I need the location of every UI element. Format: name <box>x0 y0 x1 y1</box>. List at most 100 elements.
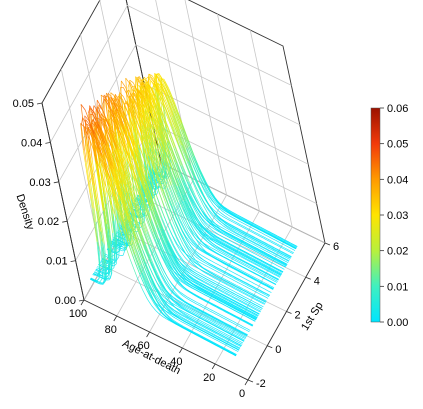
curve-segment <box>252 265 256 268</box>
curve-segment <box>246 313 251 316</box>
curve-segment <box>285 243 290 246</box>
curve-segment <box>228 223 232 226</box>
curve-segment <box>191 272 196 276</box>
curve-segment <box>143 172 153 201</box>
curve-segment <box>202 293 206 296</box>
curve-segment <box>206 293 210 296</box>
curve-segment <box>129 81 135 90</box>
curve-segment <box>245 315 249 319</box>
curve-segment <box>239 303 243 307</box>
curve-segment <box>277 265 282 268</box>
curve-segment <box>185 200 192 214</box>
curve-segment <box>160 254 168 267</box>
curve-segment <box>194 284 198 287</box>
curve-segment <box>231 293 236 297</box>
curve-segment <box>238 289 243 292</box>
curve-segment <box>240 308 245 311</box>
curve-segment <box>243 310 248 314</box>
curve-segment <box>189 282 194 286</box>
curve-segment <box>213 272 218 276</box>
curve-segment <box>165 95 174 117</box>
curve-segment <box>191 280 196 284</box>
curve-segment <box>289 251 294 255</box>
curve-segment <box>167 187 175 207</box>
curve-segment <box>212 204 218 210</box>
curve-segment <box>232 238 237 242</box>
curve-segment <box>254 253 259 256</box>
curve-segment <box>287 255 291 259</box>
curve-segment <box>196 303 200 306</box>
curve-segment <box>189 276 194 280</box>
curve-segment <box>186 192 193 206</box>
curve-segment <box>260 280 265 283</box>
curve-segment <box>139 114 148 136</box>
curve-segment <box>175 279 180 285</box>
curve-segment <box>193 236 199 244</box>
curve-segment <box>126 145 136 171</box>
curve-segment <box>214 256 218 259</box>
curve-segment <box>169 132 178 152</box>
curve-segment <box>271 238 276 241</box>
curve-segment <box>284 260 289 264</box>
curve-segment <box>196 280 200 284</box>
curve-segment <box>260 241 265 245</box>
curve-segment <box>282 265 286 268</box>
curve-segment <box>205 199 211 208</box>
curve-segment <box>129 83 137 98</box>
curve-segment <box>184 161 192 178</box>
curve-segment <box>229 304 234 308</box>
curve-segment <box>253 262 258 265</box>
curve-segment <box>274 263 278 267</box>
curve-segment <box>244 232 249 235</box>
curve-segment <box>285 258 290 262</box>
curve-segment <box>241 307 245 310</box>
curve-segment <box>276 244 281 248</box>
curve-segment <box>216 212 221 216</box>
curve-segment <box>224 267 229 271</box>
curve-segment <box>219 254 224 257</box>
curve-segment <box>271 268 276 271</box>
curve-segment <box>139 195 148 219</box>
curve-segment <box>203 275 208 278</box>
curve-segment <box>233 306 237 309</box>
curve-segment <box>210 293 215 296</box>
curve-segment <box>172 252 179 263</box>
curve-segment <box>209 287 213 291</box>
curve-segment <box>235 278 240 282</box>
curve-segment <box>275 261 280 264</box>
curve-segment <box>183 201 191 215</box>
curve-segment <box>229 290 233 294</box>
curve-segment <box>228 284 233 287</box>
curve-segment <box>222 240 227 244</box>
curve-segment <box>211 225 217 229</box>
curve-segment <box>181 194 189 208</box>
curve-segment <box>242 282 247 285</box>
curve-segment <box>218 271 222 275</box>
curve-segment <box>282 256 287 260</box>
curve-segment <box>212 282 217 285</box>
curve-segment <box>207 252 212 255</box>
curve-segment <box>239 242 243 245</box>
curve-segment <box>231 241 235 244</box>
curve-segment <box>238 228 242 232</box>
curve-segment <box>245 291 250 295</box>
curve-segment <box>234 227 239 230</box>
curve-segment <box>123 96 129 108</box>
curve-segment <box>272 251 277 255</box>
curve-segment <box>163 148 172 168</box>
curve-segment <box>289 245 293 248</box>
curve-segment <box>208 239 213 244</box>
curve-segment <box>212 297 217 300</box>
curve-segment <box>249 246 254 249</box>
curve-segment <box>253 232 257 236</box>
curve-segment <box>241 253 246 256</box>
curve-segment <box>283 254 288 258</box>
curve-segment <box>181 271 187 278</box>
curve-segment <box>250 275 255 278</box>
curve-segment <box>177 201 185 217</box>
curve-segment <box>272 267 277 270</box>
curve-segment <box>240 216 245 220</box>
curve-segment <box>229 313 234 316</box>
curve-segment <box>219 308 223 311</box>
curve-segment <box>259 229 263 232</box>
